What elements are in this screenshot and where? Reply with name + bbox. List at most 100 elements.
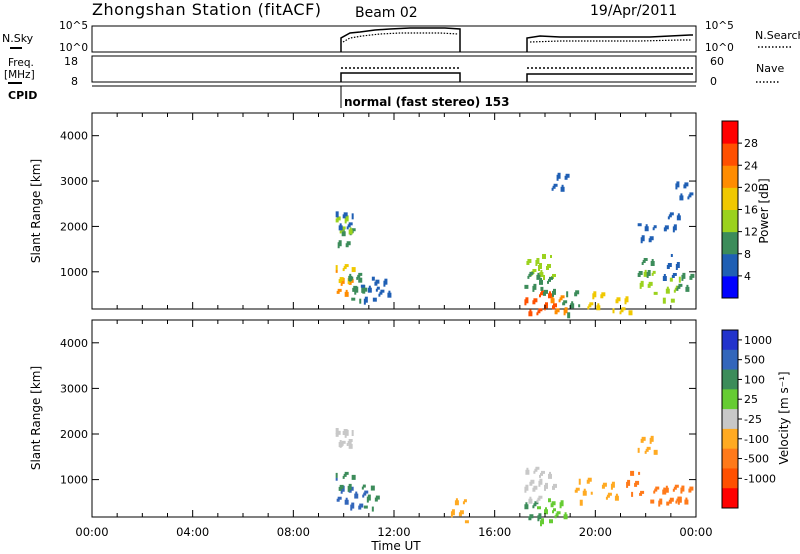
echo-cell — [533, 298, 538, 303]
power-colorbar-ticks: 4 8 12 16 20 24 28 — [738, 137, 758, 283]
echo-cell — [678, 283, 683, 287]
nsearch-label: N.Search — [755, 29, 800, 42]
echo-cell — [590, 491, 593, 495]
echo-cell — [345, 289, 348, 295]
echo-cell — [551, 296, 554, 302]
colorbar-swatch — [722, 448, 738, 469]
power-ylabel: Slant Range [km] — [29, 159, 43, 263]
echo-cell — [344, 264, 349, 268]
echo-cell — [537, 272, 540, 278]
echo-cell — [349, 227, 352, 233]
echo-cell — [351, 474, 356, 480]
echo-cell — [638, 471, 641, 475]
echo-cell — [375, 288, 378, 292]
echo-cell — [537, 506, 541, 510]
colorbar-swatch — [722, 165, 738, 188]
echo-cell — [338, 240, 342, 247]
echo-cell — [650, 499, 655, 504]
echo-cell — [364, 490, 369, 494]
echo-cell — [353, 285, 358, 290]
echo-cell — [536, 257, 540, 264]
echo-cell — [553, 288, 556, 295]
echo-cell — [463, 499, 467, 503]
echo-cell — [540, 286, 544, 291]
time-axis-title: Time UT — [370, 539, 421, 553]
freq-unit: [MHz] — [4, 69, 35, 81]
echo-cell — [677, 213, 680, 219]
range-tick-label: 1000 — [60, 474, 88, 487]
echo-cell — [588, 304, 592, 308]
echo-cell — [635, 480, 640, 485]
time-tick-label: 04:00 — [176, 525, 209, 539]
nsky-trace-1 — [340, 27, 693, 52]
echo-cell — [575, 487, 580, 491]
echo-cell — [685, 497, 688, 503]
echo-cell — [638, 270, 643, 275]
nave-axis-lo: 0 — [710, 75, 717, 88]
nave-axis-hi: 60 — [710, 55, 724, 68]
echo-cell — [560, 295, 565, 299]
echo-cell — [351, 502, 355, 509]
echo-cell — [684, 182, 689, 187]
echo-cell — [670, 298, 675, 303]
echo-cell — [663, 487, 666, 493]
echo-cell — [339, 230, 342, 234]
echo-cell — [659, 498, 663, 505]
freq-label: Freq. — [8, 57, 34, 69]
echo-cell — [351, 430, 354, 437]
echo-cell — [336, 216, 341, 221]
echo-cell — [549, 519, 553, 524]
echo-cell — [362, 484, 366, 488]
echo-cell — [579, 499, 583, 506]
echo-cell — [554, 515, 557, 519]
echo-cell — [541, 290, 545, 294]
echo-cell — [678, 276, 681, 283]
echo-cell — [640, 490, 645, 494]
echo-cell — [533, 503, 537, 507]
echo-cell — [643, 257, 648, 261]
echo-cell — [666, 501, 670, 506]
echo-cell — [589, 302, 594, 306]
freq-trace — [340, 72, 693, 82]
velocity-time-ticks — [91, 320, 697, 517]
echo-cell — [676, 261, 680, 268]
echo-cell — [669, 497, 674, 502]
echo-cell — [533, 485, 538, 490]
date-title: 19/Apr/2011 — [590, 3, 677, 19]
colorbar-swatch — [722, 330, 738, 351]
station-title: Zhongshan Station (fitACF) — [92, 0, 322, 19]
echo-cell — [336, 290, 340, 294]
nsky-panel — [91, 25, 697, 53]
echo-cell — [555, 308, 560, 313]
echo-cell — [372, 297, 377, 302]
echo-cell — [593, 291, 597, 298]
time-tick-label: 20:00 — [579, 525, 612, 539]
time-tick-label: 00:00 — [75, 525, 108, 539]
echo-cell — [653, 291, 658, 295]
echo-cell — [653, 225, 657, 229]
echo-cell — [335, 477, 338, 481]
echo-cell — [651, 272, 654, 276]
echo-cell — [459, 510, 464, 515]
echo-cell — [565, 173, 570, 178]
echo-cell — [688, 194, 692, 198]
echo-cell — [525, 297, 529, 304]
echo-cell — [607, 492, 612, 496]
colorbar-swatch — [722, 369, 738, 390]
echo-cell — [559, 297, 563, 301]
echo-cell — [539, 478, 543, 485]
velocity-ylabel: Slant Range [km] — [29, 366, 43, 470]
echo-cell — [674, 484, 679, 488]
echo-cell — [549, 291, 551, 297]
echo-cell — [670, 253, 673, 257]
range-tick-label: 4000 — [60, 337, 88, 350]
nsky-trace-2 — [342, 32, 692, 43]
echo-cell — [525, 502, 528, 508]
velocity-panel: 1000 2000 3000 4000 Slant Range [km] — [29, 319, 697, 527]
echo-cell — [368, 285, 371, 291]
nsky-label: N.Sky — [2, 32, 34, 45]
echo-cell — [676, 181, 680, 188]
echo-cell — [541, 518, 544, 525]
echo-cell — [645, 448, 649, 452]
